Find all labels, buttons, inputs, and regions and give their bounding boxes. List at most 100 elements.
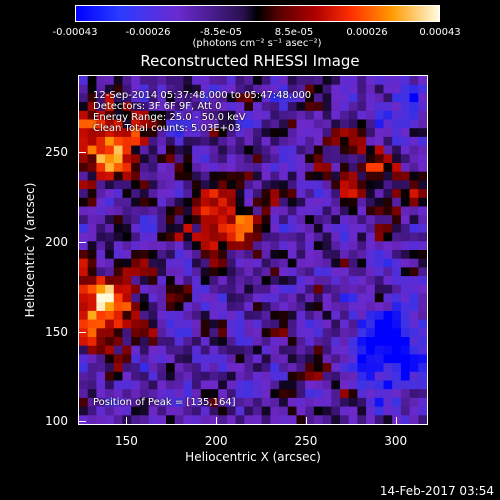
heatmap-cell bbox=[192, 276, 202, 286]
heatmap-cell bbox=[209, 102, 219, 112]
heatmap-cell bbox=[383, 76, 393, 85]
heatmap-cell bbox=[226, 363, 236, 373]
heatmap-cell bbox=[209, 345, 219, 355]
heatmap-cell bbox=[279, 102, 289, 112]
heatmap-cell bbox=[113, 293, 123, 303]
heatmap-cell bbox=[148, 319, 158, 329]
heatmap-cell bbox=[96, 197, 106, 207]
heatmap-cell bbox=[113, 258, 123, 268]
heatmap-cell bbox=[200, 154, 210, 164]
heatmap-cell bbox=[322, 337, 332, 346]
heatmap-cell bbox=[79, 250, 88, 259]
heatmap-cell bbox=[122, 319, 132, 329]
heatmap-cell bbox=[357, 93, 367, 103]
info-peak-position: Position of Peak = [135,164] bbox=[93, 397, 236, 408]
heatmap-cell bbox=[253, 363, 262, 373]
heatmap-cell bbox=[383, 284, 393, 294]
heatmap-cell bbox=[253, 136, 262, 146]
heatmap-cell bbox=[139, 267, 149, 277]
heatmap-cell bbox=[313, 119, 323, 129]
heatmap-cell bbox=[270, 380, 280, 390]
heatmap-cell bbox=[348, 354, 358, 364]
heatmap-cell bbox=[131, 302, 141, 312]
heatmap-cell bbox=[148, 102, 158, 112]
heatmap-cell bbox=[157, 250, 167, 259]
heatmap-cell bbox=[261, 258, 271, 268]
heatmap-cell bbox=[122, 310, 132, 320]
heatmap-cell bbox=[322, 406, 332, 416]
heatmap-cell bbox=[322, 250, 332, 259]
heatmap-cell bbox=[113, 180, 123, 190]
heatmap-cell bbox=[261, 110, 271, 120]
heatmap-cell bbox=[400, 328, 410, 338]
heatmap-cell bbox=[340, 241, 349, 251]
heatmap-cell bbox=[96, 136, 106, 146]
heatmap-cell bbox=[313, 93, 323, 103]
heatmap-cell bbox=[383, 328, 393, 338]
heatmap-cell bbox=[418, 171, 427, 181]
heatmap-cell bbox=[113, 250, 123, 259]
heatmap-cell bbox=[366, 189, 376, 199]
heatmap-cell bbox=[183, 163, 193, 172]
heatmap-cell bbox=[340, 293, 349, 303]
heatmap-cell bbox=[113, 328, 123, 338]
heatmap-cell bbox=[253, 171, 262, 181]
heatmap-cell bbox=[105, 119, 115, 129]
heatmap-cell bbox=[139, 250, 149, 259]
heatmap-cell bbox=[166, 189, 175, 199]
heatmap-cell bbox=[113, 128, 123, 138]
heatmap-cell bbox=[392, 223, 402, 233]
heatmap-cell bbox=[287, 363, 297, 373]
heatmap-cell bbox=[383, 180, 393, 190]
heatmap-cell bbox=[348, 215, 358, 225]
heatmap-cell bbox=[374, 345, 384, 355]
heatmap-cell bbox=[357, 337, 367, 346]
heatmap-cell bbox=[174, 415, 184, 424]
heatmap-cell bbox=[261, 267, 271, 277]
heatmap-cell bbox=[305, 163, 315, 172]
heatmap-cell bbox=[270, 76, 280, 85]
heatmap-cell bbox=[96, 406, 106, 416]
heatmap-cell bbox=[366, 380, 376, 390]
heatmap-cell bbox=[253, 415, 262, 424]
heatmap-cell bbox=[340, 302, 349, 312]
heatmap-cell bbox=[253, 258, 262, 268]
heatmap-cell bbox=[313, 76, 323, 85]
heatmap-cell bbox=[148, 276, 158, 286]
heatmap-cell bbox=[79, 102, 88, 112]
heatmap-cell bbox=[305, 284, 315, 294]
heatmap-cell bbox=[218, 171, 228, 181]
heatmap-cell bbox=[374, 371, 384, 381]
heatmap-cell bbox=[183, 389, 193, 399]
heatmap-cell bbox=[174, 119, 184, 129]
heatmap-cell bbox=[400, 215, 410, 225]
heatmap-cell bbox=[261, 154, 271, 164]
heatmap-cell bbox=[340, 197, 349, 207]
heatmap-cell bbox=[79, 371, 88, 381]
heatmap-cell bbox=[348, 84, 358, 94]
heatmap-cell bbox=[400, 284, 410, 294]
heatmap-cell bbox=[235, 267, 245, 277]
heatmap-cell bbox=[253, 276, 262, 286]
heatmap-cell bbox=[122, 136, 132, 146]
heatmap-cell bbox=[235, 415, 245, 424]
heatmap-cell bbox=[79, 180, 88, 190]
heatmap-cell bbox=[139, 302, 149, 312]
heatmap-cell bbox=[218, 76, 228, 85]
heatmap-cell bbox=[305, 171, 315, 181]
heatmap-cell bbox=[209, 310, 219, 320]
heatmap-cell bbox=[226, 267, 236, 277]
heatmap-cell bbox=[174, 128, 184, 138]
heatmap-cell bbox=[131, 206, 141, 216]
heatmap-cell bbox=[209, 284, 219, 294]
heatmap-cell bbox=[235, 206, 245, 216]
heatmap-cell bbox=[261, 136, 271, 146]
heatmap-cell bbox=[96, 371, 106, 381]
heatmap-cell bbox=[418, 302, 427, 312]
heatmap-cell bbox=[392, 93, 402, 103]
heatmap-cell bbox=[87, 136, 97, 146]
heatmap-cell bbox=[383, 110, 393, 120]
heatmap-cell bbox=[322, 363, 332, 373]
heatmap-cell bbox=[131, 128, 141, 138]
heatmap-cell bbox=[148, 189, 158, 199]
